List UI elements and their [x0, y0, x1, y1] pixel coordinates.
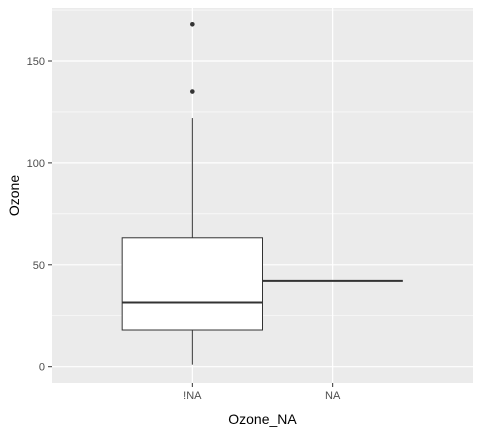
y-tick-label: 150 [27, 56, 45, 68]
box-layer [121, 22, 403, 365]
y-axis-title: Ozone [6, 175, 22, 216]
outlier-point [190, 89, 195, 94]
y-tick-label: 50 [33, 260, 45, 272]
y-tick-label: 100 [27, 158, 45, 170]
y-tick-label: 0 [39, 362, 45, 374]
box [121, 237, 263, 331]
y-axis: 0 50 100 150 [27, 56, 52, 374]
x-tick-label: NA [325, 390, 341, 402]
x-tick-label: !NA [183, 390, 202, 402]
outlier-point [190, 22, 195, 27]
x-axis-title: Ozone_NA [228, 411, 297, 427]
x-axis: !NA NA [183, 383, 341, 402]
